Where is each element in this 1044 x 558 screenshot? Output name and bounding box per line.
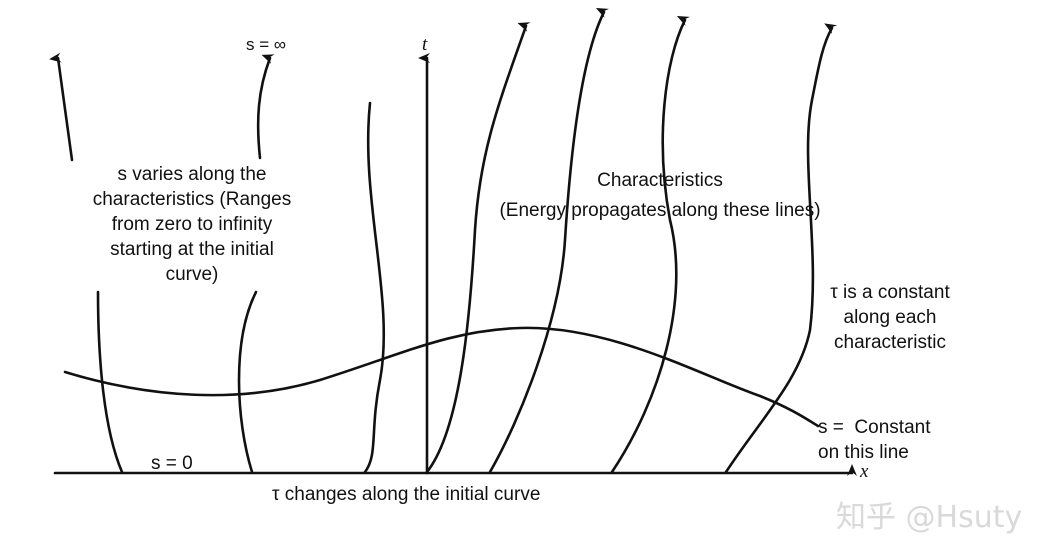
tau-constant-note: τ is a constant along each characteristi… bbox=[830, 282, 950, 353]
s-infinity-label: s = ∞ bbox=[246, 35, 286, 54]
characteristics-title: Characteristics bbox=[597, 170, 723, 191]
characteristic-3 bbox=[363, 101, 386, 474]
characteristics-note: (Energy propagates along these lines) bbox=[499, 200, 821, 221]
characteristic-1-lower bbox=[96, 290, 124, 474]
characteristic-2 bbox=[256, 54, 275, 160]
characteristic-2-lower bbox=[237, 290, 258, 474]
s-constant-curve bbox=[63, 326, 820, 428]
s-zero-label: s = 0 bbox=[151, 453, 193, 474]
t-axis-label: t bbox=[422, 34, 428, 55]
s-constant-note: s = Constant on this line bbox=[818, 417, 931, 463]
x-axis-label: x bbox=[860, 461, 869, 482]
characteristic-6 bbox=[610, 15, 690, 474]
s-varies-note: s varies along the characteristics (Rang… bbox=[92, 164, 292, 285]
tau-changes-note: τ changes along the initial curve bbox=[272, 484, 541, 505]
characteristic-5 bbox=[488, 7, 609, 474]
watermark: 知乎 @Hsuty bbox=[836, 500, 1023, 535]
characteristic-1 bbox=[49, 52, 74, 162]
characteristic-4 bbox=[425, 22, 531, 474]
characteristic-7 bbox=[724, 23, 838, 474]
